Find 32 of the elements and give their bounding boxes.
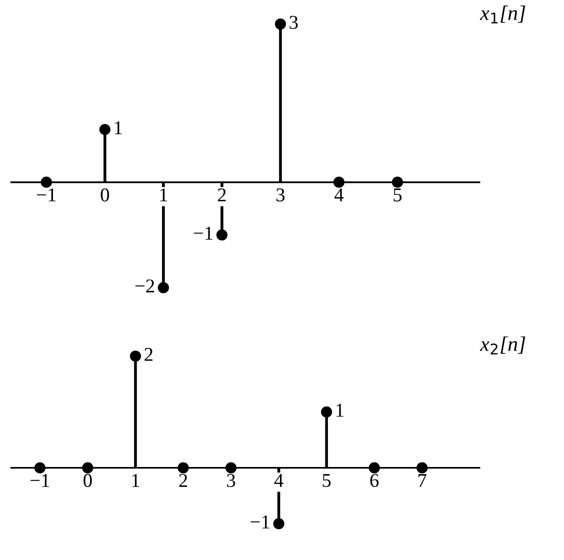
point — [273, 518, 284, 530]
point — [274, 18, 286, 30]
x-tick-label: 4 — [334, 188, 344, 202]
point — [99, 124, 110, 136]
x-tick-label: 6 — [370, 474, 379, 488]
point — [158, 282, 169, 294]
data-label: 1 — [114, 121, 122, 134]
x-tick-label: 5 — [394, 188, 402, 202]
data-label: −1 — [194, 226, 212, 240]
x-tick-label: 3 — [276, 188, 285, 202]
x-tick-label: 1 — [132, 474, 140, 487]
chart-title: x$_{2}$[n] — [480, 336, 526, 354]
data-label: −1 — [250, 515, 270, 528]
chart-title: x$_{1}$[n] — [480, 5, 526, 24]
point — [320, 406, 332, 418]
x-tick-label: −1 — [30, 474, 50, 487]
data-label: −2 — [135, 279, 154, 292]
x-tick-label: −1 — [37, 188, 56, 202]
x-tick-label: 0 — [100, 188, 110, 202]
x-tick-label: 7 — [418, 474, 426, 487]
x-tick-label: 4 — [274, 474, 284, 487]
x-tick-label: 5 — [322, 474, 331, 488]
point — [130, 350, 142, 362]
data-label: 1 — [336, 404, 344, 417]
x-tick-label: 1 — [160, 188, 168, 202]
data-label: 3 — [290, 16, 298, 29]
x-tick-label: 2 — [179, 474, 188, 487]
data-label: 2 — [144, 348, 152, 361]
x-tick-label: 2 — [218, 188, 226, 202]
x-tick-label: 0 — [84, 474, 92, 488]
x-tick-label: 3 — [227, 474, 236, 488]
point — [216, 229, 228, 241]
